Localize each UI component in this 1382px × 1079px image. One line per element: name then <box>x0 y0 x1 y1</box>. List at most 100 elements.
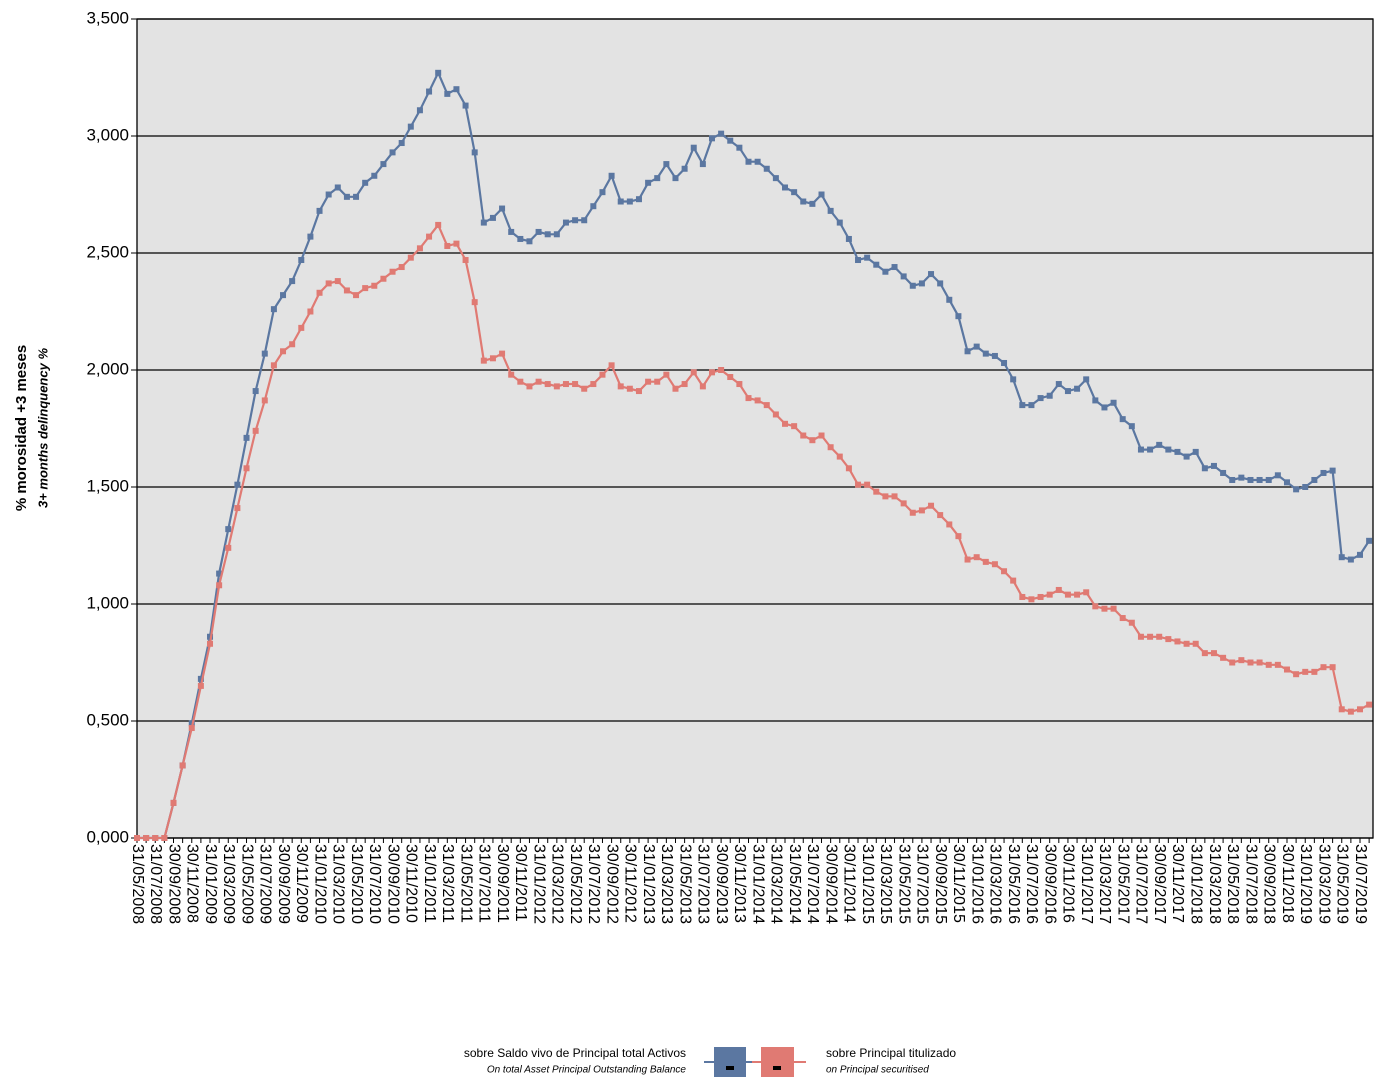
data-point <box>134 835 140 841</box>
data-point <box>289 341 296 348</box>
legend-label: sobre Principal titulizado <box>826 1046 956 1060</box>
data-point <box>1064 591 1071 598</box>
data-point <box>699 161 706 168</box>
x-tick-label: 30/09/2008 <box>165 844 182 924</box>
data-point <box>1010 577 1017 584</box>
data-point <box>1293 486 1300 493</box>
data-point <box>270 306 277 313</box>
data-point <box>745 158 752 165</box>
data-point <box>334 278 341 285</box>
legend-dash <box>726 1066 734 1070</box>
data-point <box>782 184 789 191</box>
data-point <box>882 268 889 275</box>
data-point <box>143 835 150 841</box>
data-point <box>1192 640 1199 647</box>
data-point <box>526 238 533 245</box>
data-point <box>973 554 980 561</box>
data-point <box>1347 556 1354 563</box>
data-point <box>1366 537 1373 544</box>
x-tick-label: 31/03/2014 <box>768 844 785 924</box>
y-tick-label: 0,500 <box>86 710 129 729</box>
data-point <box>298 324 305 331</box>
x-tick-label: 31/01/2010 <box>311 844 328 924</box>
x-tick-label: 31/07/2009 <box>257 844 274 924</box>
data-point <box>471 149 478 156</box>
data-point <box>325 191 332 198</box>
x-tick-label: 30/09/2010 <box>384 844 401 924</box>
data-point <box>453 240 460 247</box>
data-point <box>179 762 186 769</box>
data-point <box>937 280 944 287</box>
y-axis-title: % morosidad +3 meses <box>13 345 30 511</box>
x-tick-label: 30/09/2014 <box>822 844 839 924</box>
x-tick-label: 31/01/2015 <box>859 844 876 924</box>
data-point <box>508 371 515 378</box>
data-point <box>1265 476 1272 483</box>
x-tick-label: 30/09/2009 <box>275 844 292 924</box>
data-point <box>526 383 533 390</box>
data-point <box>508 228 515 235</box>
data-point <box>1128 423 1135 430</box>
data-point <box>809 200 816 207</box>
data-point <box>690 144 697 151</box>
data-point <box>535 378 542 385</box>
data-point <box>243 434 250 441</box>
y-tick-label: 2,500 <box>86 242 129 261</box>
x-tick-label: 30/09/2012 <box>603 844 620 924</box>
data-point <box>380 275 387 282</box>
data-point <box>663 371 670 378</box>
data-point <box>991 352 998 359</box>
data-point <box>891 264 898 271</box>
x-tick-label: 31/03/2019 <box>1315 844 1332 924</box>
x-tick-label: 31/07/2011 <box>476 844 493 923</box>
data-point <box>1110 605 1117 612</box>
data-point <box>672 385 679 392</box>
x-tick-label: 30/11/2014 <box>841 844 858 923</box>
data-point <box>1220 469 1227 476</box>
data-point <box>818 191 825 198</box>
data-point <box>1311 668 1318 675</box>
x-tick-label: 31/01/2011 <box>421 844 438 923</box>
data-point <box>544 381 551 388</box>
data-point <box>572 381 579 388</box>
data-point <box>1229 476 1236 483</box>
data-point <box>1247 659 1254 666</box>
data-point <box>982 350 989 357</box>
x-tick-label: 31/03/2018 <box>1206 844 1223 924</box>
data-point <box>791 423 798 430</box>
data-point <box>1220 654 1227 661</box>
data-point <box>1092 603 1099 610</box>
series-line <box>137 222 1370 840</box>
data-point <box>645 179 652 186</box>
data-point <box>727 374 734 381</box>
data-point <box>1037 593 1044 600</box>
x-tick-label: 31/07/2008 <box>147 844 164 924</box>
data-point <box>736 144 743 151</box>
data-point <box>161 835 168 841</box>
data-point <box>553 383 560 390</box>
data-point <box>763 165 770 172</box>
data-point <box>581 217 588 224</box>
data-point <box>818 432 825 439</box>
data-point <box>362 179 369 186</box>
data-point <box>845 465 852 472</box>
x-tick-label: 31/05/2011 <box>457 844 474 923</box>
data-point <box>1037 395 1044 402</box>
data-point <box>1311 476 1318 483</box>
data-point <box>946 521 953 528</box>
data-point <box>791 189 798 196</box>
data-point <box>617 198 624 205</box>
data-point <box>928 271 935 278</box>
data-point <box>234 481 241 488</box>
data-point <box>1174 638 1181 645</box>
data-point <box>599 371 606 378</box>
data-point <box>1119 615 1126 622</box>
data-point <box>809 437 816 444</box>
data-point <box>1010 376 1017 383</box>
data-point <box>499 350 506 357</box>
data-point <box>654 175 661 182</box>
data-point <box>562 219 569 226</box>
x-tick-label: 31/03/2015 <box>877 844 894 924</box>
data-point <box>444 90 451 97</box>
